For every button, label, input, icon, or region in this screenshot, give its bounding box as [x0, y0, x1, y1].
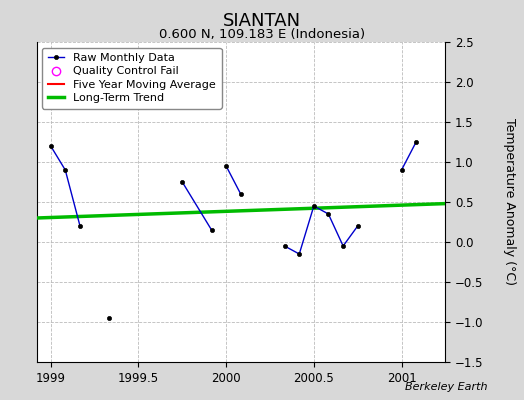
Raw Monthly Data — [398, 168, 405, 172]
Legend: Raw Monthly Data, Quality Control Fail, Five Year Moving Average, Long-Term Tren: Raw Monthly Data, Quality Control Fail, … — [42, 48, 222, 109]
Raw Monthly Data — [340, 244, 346, 248]
Text: Berkeley Earth: Berkeley Earth — [405, 382, 487, 392]
Raw Monthly Data — [209, 228, 215, 232]
Text: 0.600 N, 109.183 E (Indonesia): 0.600 N, 109.183 E (Indonesia) — [159, 28, 365, 41]
Raw Monthly Data — [355, 224, 361, 228]
Text: SIANTAN: SIANTAN — [223, 12, 301, 30]
Raw Monthly Data — [223, 164, 230, 168]
Raw Monthly Data — [237, 192, 244, 196]
Raw Monthly Data — [62, 168, 69, 172]
Raw Monthly Data — [325, 212, 332, 216]
Y-axis label: Temperature Anomaly (°C): Temperature Anomaly (°C) — [503, 118, 516, 286]
Line: Raw Monthly Data: Raw Monthly Data — [49, 140, 418, 256]
Raw Monthly Data — [281, 244, 288, 248]
Raw Monthly Data — [296, 252, 302, 256]
Raw Monthly Data — [48, 144, 54, 148]
Raw Monthly Data — [311, 204, 317, 208]
Raw Monthly Data — [77, 224, 83, 228]
Raw Monthly Data — [413, 140, 419, 144]
Raw Monthly Data — [179, 180, 185, 184]
